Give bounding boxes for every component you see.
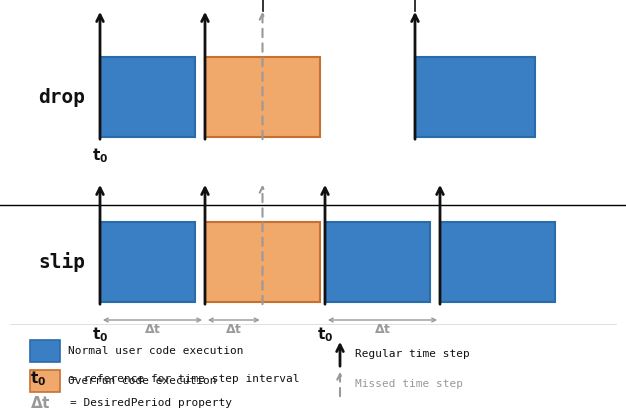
Bar: [30, 370, 60, 392]
Text: = DesiredPeriod property: = DesiredPeriod property: [70, 398, 232, 408]
Text: Overrun code execution: Overrun code execution: [68, 376, 217, 386]
Text: Normal user code execution: Normal user code execution: [68, 346, 244, 356]
Bar: [205, 57, 320, 137]
Text: Missed time step: Missed time step: [355, 379, 463, 389]
Text: $\mathbf{t_0}$: $\mathbf{t_0}$: [317, 325, 333, 344]
Text: $\mathbf{\Delta t}$: $\mathbf{\Delta t}$: [225, 323, 242, 336]
Bar: [415, 57, 535, 137]
Bar: [100, 57, 195, 137]
Bar: [440, 222, 555, 302]
Text: $\mathbf{\Delta t}$: $\mathbf{\Delta t}$: [30, 395, 51, 411]
Text: $\mathbf{t_0}$: $\mathbf{t_0}$: [92, 146, 108, 165]
Bar: [205, 222, 320, 302]
Bar: [100, 222, 195, 302]
Text: $\mathbf{t_0}$: $\mathbf{t_0}$: [92, 325, 108, 344]
Text: Regular time step: Regular time step: [355, 349, 470, 359]
Text: $\mathbf{\Delta t}$: $\mathbf{\Delta t}$: [374, 323, 391, 336]
Text: slip: slip: [39, 252, 86, 272]
Text: drop: drop: [39, 88, 86, 106]
Bar: [30, 340, 60, 362]
Text: $\mathbf{t_0}$: $\mathbf{t_0}$: [30, 369, 46, 388]
Text: $\mathbf{\Delta t}$: $\mathbf{\Delta t}$: [144, 323, 161, 336]
Bar: [325, 222, 430, 302]
Text: = reference for time step interval: = reference for time step interval: [70, 374, 299, 384]
